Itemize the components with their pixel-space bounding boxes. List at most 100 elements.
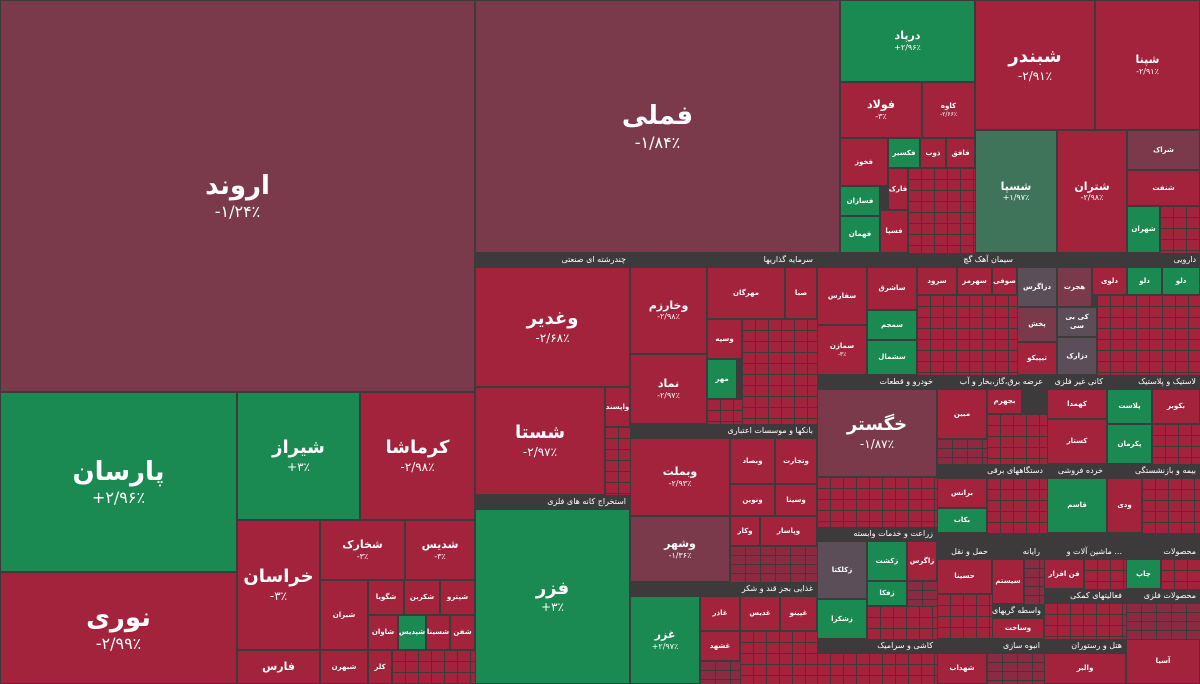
tile-fameli[interactable]: فملی -۱/۸۴٪ [475,0,840,253]
tile-semazan[interactable]: سمازن -۳٪ [817,325,867,375]
tile-vaghif[interactable]: والبر [1044,653,1126,684]
tile-vanovin[interactable]: ونوین [730,484,775,516]
tile-mobin[interactable]: مبین [937,389,987,439]
tile-shasta[interactable]: شستا -۲/۹۷٪ [475,387,605,495]
tile-darzagros[interactable]: دزاگرس [1017,267,1057,307]
tile-vabmellat[interactable]: وبملت -۲/۹۳٪ [630,438,730,516]
tile-hejrat[interactable]: هجرت [1057,267,1092,307]
tile-shavan[interactable]: شکربن [404,580,440,615]
tile-shgol[interactable]: شپدیس [398,615,426,650]
tile-ghosh[interactable]: غشهد [700,631,740,661]
tile-bekab[interactable]: بکاب [937,508,987,533]
tile-zekolkar[interactable]: زکلکتا [817,541,867,599]
tile-ghaniro[interactable]: غپینو [780,596,817,631]
tile-shfan[interactable]: شفن [450,615,475,650]
tile-kaveh[interactable]: کاوه -۲/۶۶٪ [922,82,975,138]
tile-dalo[interactable]: دلو [1127,267,1162,295]
tile-parsan[interactable]: پارسان +۲/۹۶٪ [0,392,237,572]
tile-daloo[interactable]: دلوی [1092,267,1127,295]
tile-shakharak[interactable]: شخارک -۳٪ [320,520,405,580]
tile-nouri[interactable]: نوری -۲/۹۹٪ [0,572,237,684]
tile-shaft[interactable]: شنفت [1127,170,1200,206]
tile-sahorah[interactable]: سهرمز [957,267,992,295]
tile-faarak2[interactable]: فارک [888,168,908,210]
tile-foolad[interactable]: فولاد -۳٪ [840,82,922,138]
tile-seshomal[interactable]: سشمال [867,340,917,375]
tile-saba[interactable]: صبا [785,267,817,319]
tile-kal[interactable]: کلر [368,650,392,684]
tile-ghasem[interactable]: قاسم [1047,478,1107,533]
tile-sepid[interactable]: سیستم [992,559,1024,604]
tile-fasepa[interactable]: فسپا [880,210,908,253]
tile-vakharazm[interactable]: وخارزم -۲/۹۸٪ [630,267,707,354]
tile-zagros[interactable]: زاگرس [907,541,937,581]
tile-ghazar[interactable]: غزر +۲/۹۷٪ [630,596,700,684]
tile-vadi[interactable]: ودی [1107,478,1142,533]
tile-shbahan[interactable]: شسینا [426,615,450,650]
tile-zob[interactable]: ذوب [920,138,946,168]
tile-baranis[interactable]: برانس [937,478,987,508]
tile-sharal[interactable]: شراک [1127,130,1200,170]
tile-khorasan[interactable]: خراسان -۳٪ [237,520,320,650]
tile-sefars[interactable]: سفارس [817,267,867,325]
tile-shadis[interactable]: شدیس -۳٪ [405,520,475,580]
tile-fars[interactable]: فارس [237,650,320,684]
tile-kisi[interactable]: کی بی سی [1057,307,1097,337]
tile-soofi[interactable]: صوفی [992,267,1017,295]
tile-bepkar[interactable]: بکوبر [1152,389,1200,424]
tile-vatejarat[interactable]: وتجارت [775,438,817,484]
tile-faarak[interactable]: فافق [946,138,975,168]
tile-zeshar[interactable]: زفکا [867,581,907,606]
tile-ghasar[interactable]: غاذر [700,596,740,631]
tile-zamahrak[interactable]: زکشت [867,541,907,581]
tile-shiran[interactable]: شیران [320,580,368,650]
tile-fazar[interactable]: فزر +۳٪ [475,509,630,684]
tile-fahman[interactable]: فهمان [840,216,880,253]
tile-shapna[interactable]: شپنا -۲/۹۱٪ [1095,0,1200,130]
tile-mehrgan[interactable]: مهرگان [707,267,785,319]
tile-arvand[interactable]: اروند -۱/۲۴٪ [0,0,475,392]
tile-dazarak[interactable]: دزارک [1057,337,1097,375]
tile-kehstar[interactable]: کستار [1047,419,1107,464]
tile-nomad[interactable]: نماد -۲/۹۷٪ [630,354,707,424]
tile-vasina[interactable]: وسینا [775,484,817,516]
tile-faksir[interactable]: فکسیر [888,138,920,168]
tile-pakman[interactable]: پکرمان [1107,424,1152,464]
tile-shahran[interactable]: شهران [1127,206,1160,253]
tile-vashahr[interactable]: وشهر -۱/۳۶٪ [630,516,730,582]
tile-vakar[interactable]: وکار [730,516,760,546]
tile-darpad[interactable]: درپاد +۲/۹۶٪ [840,0,975,82]
tile-faraz[interactable]: فن افزار [1044,559,1084,589]
tile-aasiya[interactable]: آسیا [1126,639,1200,684]
tile-mehr[interactable]: مهر [707,359,737,399]
tile-shatran[interactable]: شتران -۲/۹۸٪ [1057,130,1127,253]
tile-tipiko[interactable]: تیپیکو [1017,342,1057,375]
tile-chap[interactable]: چاپ [1126,559,1161,589]
tile-khegostar[interactable]: خگستر -۱/۸۷٪ [817,389,937,477]
tile-vaseh[interactable]: وسپه [707,319,742,359]
tile-shekolor[interactable]: شگویا [368,580,404,615]
tile-shbehran[interactable]: شبهرن [320,650,368,684]
tile-semaj[interactable]: سمجم [867,310,917,340]
tile-fasaran[interactable]: فسازان [840,186,880,216]
tile-kermasha[interactable]: کرماشا -۲/۹۸٪ [360,392,475,520]
tile-shpetro[interactable]: شپترو [440,580,475,615]
tile-sashargh[interactable]: ساشرق [867,267,917,310]
tile-vaghadir[interactable]: وغدیر -۲/۶۸٪ [475,267,630,387]
tile-vapasand[interactable]: واپسند [605,387,630,427]
tile-heshina[interactable]: حسینا [937,559,992,594]
tile-vebsad[interactable]: وبصاد [730,438,775,484]
tile-shahrab[interactable]: شهداب [937,653,987,684]
tile-sarood[interactable]: سرود [917,267,957,295]
tile-vasakht[interactable]: وساخت [992,618,1044,639]
tile-bajahrom[interactable]: بجهرم [987,389,1022,414]
tile-vapasar[interactable]: وپاسار [760,516,817,546]
tile-dalo2[interactable]: دلو [1162,267,1200,295]
tile-shaspa[interactable]: شسپا +۱/۹۷٪ [975,130,1057,253]
tile-sakhtar[interactable]: زشکرا [817,599,867,639]
tile-fakhooz[interactable]: فخوز [840,138,888,186]
tile-shiraz[interactable]: شیراز +۳٪ [237,392,360,520]
tile-bakhsh[interactable]: پخش [1017,307,1057,342]
tile-ghodis[interactable]: غدیس [740,596,780,631]
tile-kahmda[interactable]: کهمدا [1047,389,1107,419]
